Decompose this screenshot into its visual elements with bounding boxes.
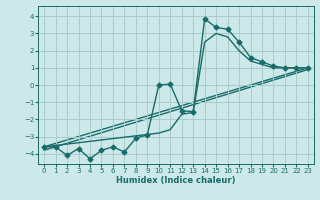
X-axis label: Humidex (Indice chaleur): Humidex (Indice chaleur): [116, 176, 236, 185]
